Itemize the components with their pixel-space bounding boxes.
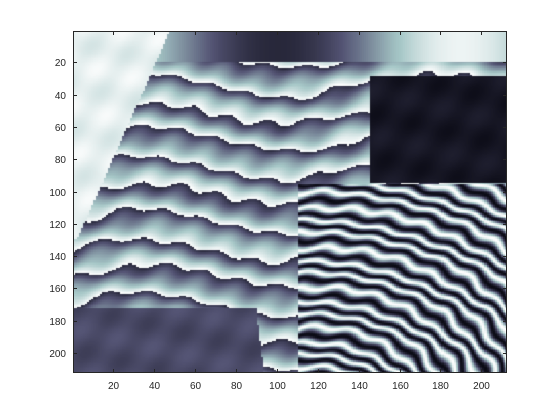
axes-box [73,31,507,373]
x-tick-label: 200 [473,381,490,392]
x-axis: 20 40 60 80 100 120 140 160 180 200 [108,31,490,392]
y-tick-label: 60 [55,123,67,134]
y-tick-label: 200 [49,349,66,360]
y-tick-label: 180 [49,317,66,328]
x-tick-label: 140 [351,381,368,392]
x-tick-label: 60 [190,381,202,392]
x-tick-label: 40 [149,381,161,392]
x-tick-label: 80 [231,381,243,392]
y-tick-label: 160 [49,284,66,295]
y-axis: 20 40 60 80 100 120 140 160 180 200 [49,58,507,360]
y-tick-label: 20 [55,58,67,69]
y-tick-label: 100 [49,188,66,199]
x-tick-label: 120 [310,381,327,392]
x-tick-label: 160 [392,381,409,392]
y-tick-label: 120 [49,220,66,231]
x-tick-label: 100 [269,381,286,392]
x-tick-label: 20 [108,381,120,392]
image-plot [73,31,507,373]
y-tick-label: 140 [49,252,66,263]
x-tick-label: 180 [432,381,449,392]
heatmap-image [73,31,507,373]
y-tick-label: 40 [55,91,67,102]
y-tick-label: 80 [55,155,67,166]
